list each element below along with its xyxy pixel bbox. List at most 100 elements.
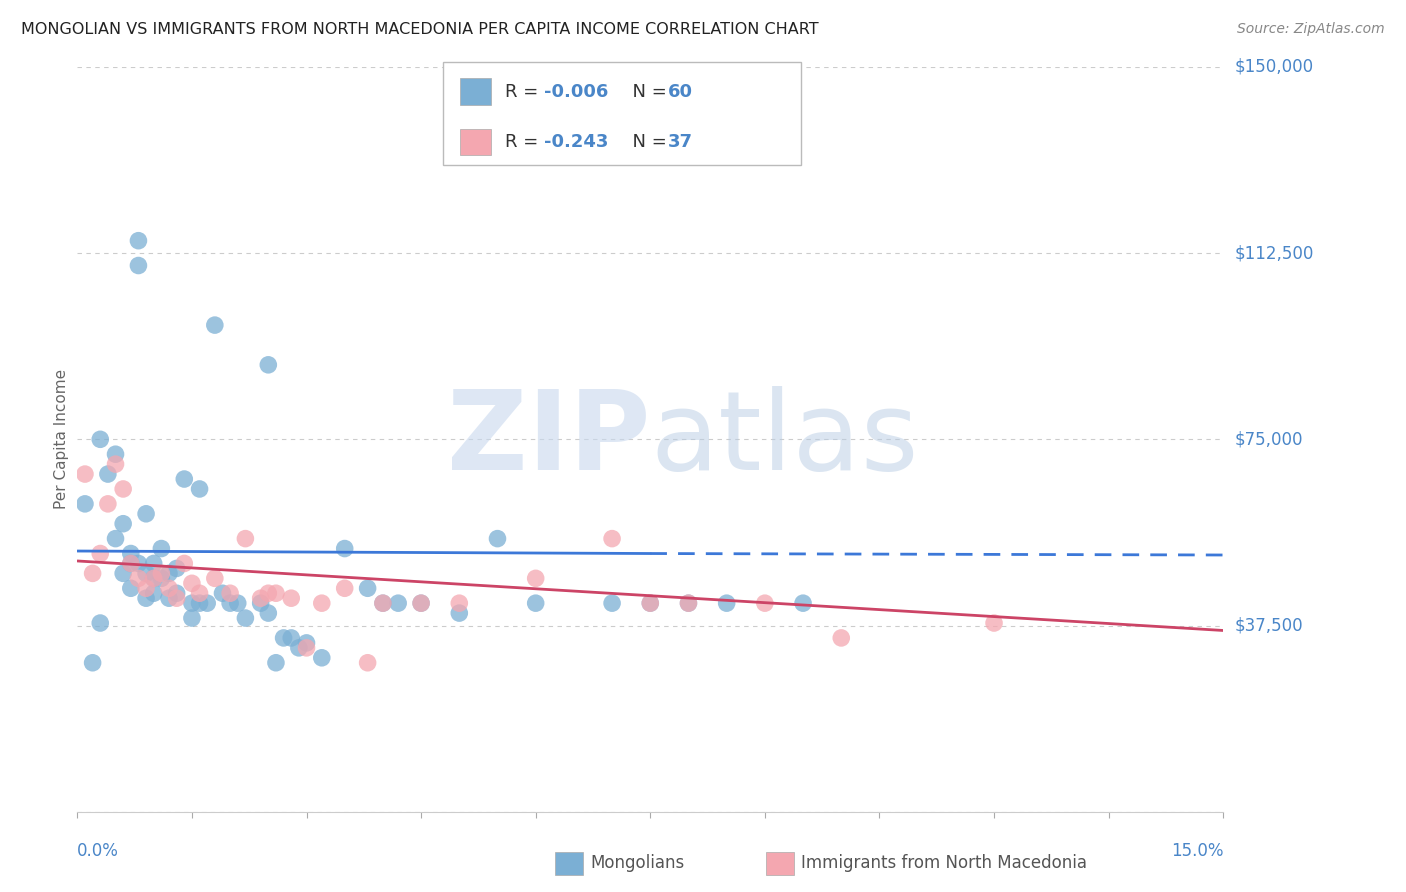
Text: Mongolians: Mongolians — [591, 855, 685, 872]
Text: 60: 60 — [668, 83, 693, 101]
Point — [333, 541, 356, 556]
Point — [89, 615, 111, 630]
Text: 0.0%: 0.0% — [77, 842, 120, 860]
Text: MONGOLIAN VS IMMIGRANTS FROM NORTH MACEDONIA PER CAPITA INCOME CORRELATION CHART: MONGOLIAN VS IMMIGRANTS FROM NORTH MACED… — [21, 22, 818, 37]
Point — [112, 566, 135, 581]
Point — [211, 586, 233, 600]
Y-axis label: Per Capita Income: Per Capita Income — [53, 369, 69, 509]
Point — [288, 640, 311, 655]
Point — [82, 566, 104, 581]
Point — [264, 586, 287, 600]
Point — [257, 606, 280, 620]
Point — [792, 596, 814, 610]
Point — [97, 497, 120, 511]
Point — [73, 467, 96, 481]
Point — [120, 582, 142, 596]
Point — [166, 561, 188, 575]
Point — [127, 259, 149, 273]
Point — [235, 611, 257, 625]
Point — [142, 571, 165, 585]
Text: $75,000: $75,000 — [1234, 430, 1303, 449]
Text: $37,500: $37,500 — [1234, 616, 1303, 634]
Point — [249, 591, 271, 606]
Point — [180, 611, 204, 625]
Point — [173, 472, 195, 486]
Point — [371, 596, 394, 610]
Point — [112, 516, 135, 531]
Point — [135, 582, 157, 596]
Text: $112,500: $112,500 — [1234, 244, 1313, 262]
Point — [157, 566, 180, 581]
Text: -0.006: -0.006 — [544, 83, 609, 101]
Point — [89, 433, 111, 447]
Point — [120, 557, 142, 571]
Point — [104, 447, 127, 461]
Point — [449, 606, 471, 620]
Text: Immigrants from North Macedonia: Immigrants from North Macedonia — [801, 855, 1087, 872]
Point — [356, 656, 378, 670]
Point — [983, 615, 1005, 630]
Point — [754, 596, 776, 610]
Point — [524, 596, 547, 610]
Point — [204, 318, 226, 332]
Point — [157, 591, 180, 606]
Text: N =: N = — [621, 133, 673, 151]
Point — [249, 596, 271, 610]
Point — [188, 586, 211, 600]
Text: atlas: atlas — [651, 386, 918, 492]
Point — [82, 656, 104, 670]
Point — [280, 591, 302, 606]
Text: -0.243: -0.243 — [544, 133, 609, 151]
Point — [150, 571, 173, 585]
Text: R =: R = — [505, 133, 544, 151]
Point — [295, 636, 318, 650]
Point — [449, 596, 471, 610]
Point — [166, 591, 188, 606]
Point — [150, 541, 173, 556]
Text: ZIP: ZIP — [447, 386, 651, 492]
Point — [678, 596, 700, 610]
Point — [257, 586, 280, 600]
Point — [257, 358, 280, 372]
Point — [97, 467, 120, 481]
Point — [356, 582, 378, 596]
Point — [333, 582, 356, 596]
Point — [678, 596, 700, 610]
Text: 15.0%: 15.0% — [1171, 842, 1223, 860]
Point — [104, 457, 127, 471]
Point — [127, 557, 149, 571]
Point — [135, 507, 157, 521]
Point — [195, 596, 218, 610]
Point — [135, 566, 157, 581]
Point — [264, 656, 287, 670]
Point — [226, 596, 249, 610]
Point — [524, 571, 547, 585]
Point — [188, 482, 211, 496]
Point — [640, 596, 662, 610]
Point — [188, 596, 211, 610]
Point — [180, 576, 204, 591]
Point — [204, 571, 226, 585]
Point — [73, 497, 96, 511]
Point — [311, 650, 333, 665]
Point — [166, 586, 188, 600]
Point — [150, 566, 173, 581]
Point — [180, 596, 204, 610]
Text: N =: N = — [621, 83, 673, 101]
Point — [112, 482, 135, 496]
Point — [371, 596, 394, 610]
Point — [387, 596, 409, 610]
Point — [120, 547, 142, 561]
Point — [120, 557, 142, 571]
Point — [311, 596, 333, 610]
Text: Source: ZipAtlas.com: Source: ZipAtlas.com — [1237, 22, 1385, 37]
Point — [157, 582, 180, 596]
Point — [486, 532, 509, 546]
Point — [89, 547, 111, 561]
Point — [104, 532, 127, 546]
Point — [716, 596, 738, 610]
Point — [235, 532, 257, 546]
Point — [173, 557, 195, 571]
Point — [219, 596, 242, 610]
Point — [411, 596, 433, 610]
